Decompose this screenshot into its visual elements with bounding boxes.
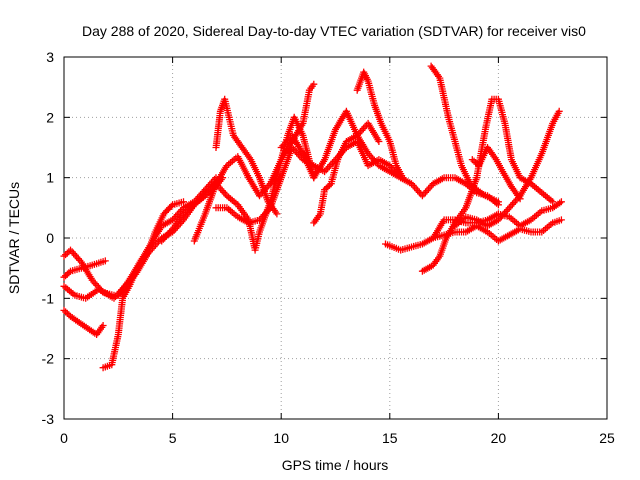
data-point (322, 184, 330, 192)
series-track-11 (277, 107, 405, 182)
data-point (60, 252, 68, 260)
y-axis-label: SDTVAR / TECUs (6, 182, 22, 294)
y-tick-label: -1 (42, 290, 55, 306)
series-track-19 (468, 144, 524, 203)
data-point (63, 309, 71, 317)
series-track-15 (418, 95, 557, 275)
grid-layer (64, 57, 607, 419)
data-point (60, 273, 68, 281)
x-axis-label: GPS time / hours (282, 457, 389, 473)
data-point (375, 138, 383, 145)
series-track-13 (353, 68, 407, 182)
y-tick-label: 0 (46, 230, 54, 246)
y-tick-label: 3 (46, 49, 54, 65)
data-point (399, 174, 407, 182)
data-point (167, 202, 175, 210)
y-tick-label: 2 (46, 109, 54, 125)
y-tick-label: 1 (46, 170, 54, 186)
series-track-10 (212, 138, 502, 227)
data-layer (60, 62, 565, 372)
data-point (472, 159, 480, 167)
series-track-18 (429, 198, 565, 242)
x-tick-label: 10 (273, 430, 289, 446)
series-track-5 (99, 174, 220, 372)
series-track-16 (382, 216, 565, 254)
y-tick-label: -2 (42, 351, 55, 367)
data-point (63, 249, 71, 257)
data-point (310, 80, 318, 88)
data-point (63, 270, 71, 278)
data-point (516, 195, 524, 203)
data-point (549, 198, 557, 206)
x-tick-label: 0 (60, 430, 68, 446)
data-point (470, 157, 478, 165)
data-point (555, 107, 563, 115)
data-point (99, 322, 107, 329)
series-track-4 (60, 306, 107, 338)
data-point (60, 306, 68, 314)
series-track-17 (451, 107, 563, 230)
series-track-14 (427, 62, 502, 206)
x-tick-label: 20 (491, 430, 507, 446)
data-point (557, 198, 565, 206)
data-point (65, 269, 73, 277)
series-track-12 (310, 119, 383, 227)
x-tick-label: 25 (599, 430, 615, 446)
x-tick-label: 5 (169, 430, 177, 446)
data-point (324, 183, 332, 191)
y-tick-label: -3 (42, 411, 55, 427)
data-point (494, 198, 502, 206)
chart-title: Day 288 of 2020, Sidereal Day-to-day VTE… (82, 23, 586, 39)
data-point (180, 198, 187, 206)
data-point (273, 210, 281, 218)
plot-frame (63, 56, 608, 420)
data-point (557, 216, 565, 224)
data-point (101, 257, 109, 265)
x-tick-label: 15 (382, 430, 398, 446)
tick-layer: 0 5 10 15 20 25 -3 -2 -1 0 1 2 3 (42, 49, 615, 446)
